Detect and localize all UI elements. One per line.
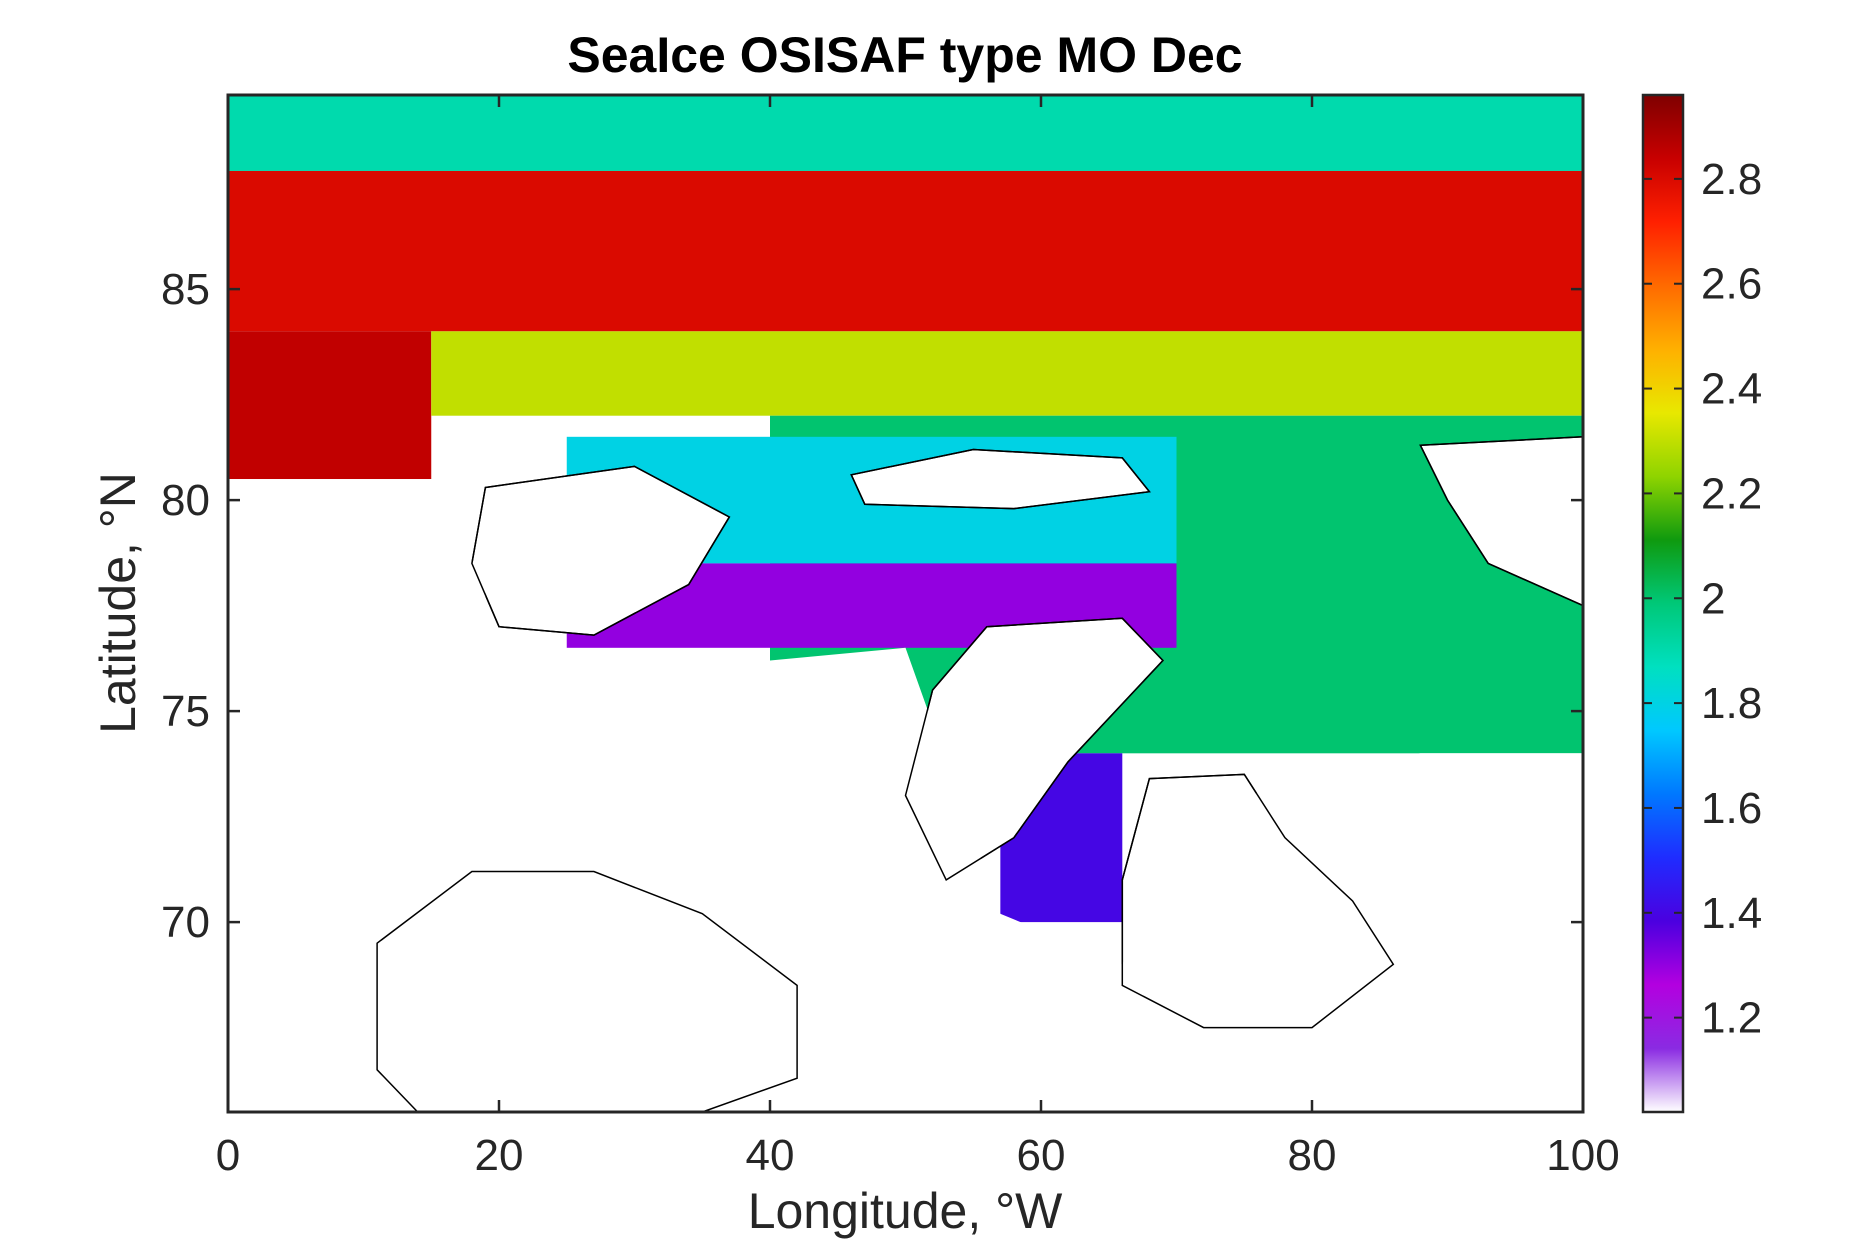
colorbar-tick-label: 1.4 <box>1701 889 1762 938</box>
ice-region-2 <box>228 331 432 480</box>
x-tick-label: 0 <box>216 1131 240 1180</box>
ice-region-3 <box>431 331 1583 416</box>
colorbar-tick-label: 2.2 <box>1701 469 1762 518</box>
x-tick-label: 100 <box>1546 1131 1619 1180</box>
coast-outline-3 <box>1121 773 1395 1029</box>
coast-outline-1 <box>850 448 1151 510</box>
coastline <box>228 436 1583 1112</box>
coast-outline-2 <box>904 617 1164 881</box>
y-axis-label: Latitude, °N <box>90 472 146 734</box>
ice-region-0 <box>228 95 1583 171</box>
colorbar-tick-label: 2 <box>1701 574 1725 623</box>
colorbar-tick-label: 1.8 <box>1701 679 1762 728</box>
colorbar-tick-label: 2.6 <box>1701 260 1762 309</box>
x-axis-label: Longitude, °W <box>748 1183 1063 1239</box>
y-tick-label: 80 <box>161 476 210 525</box>
x-tick-label: 80 <box>1288 1131 1337 1180</box>
x-tick-label: 20 <box>475 1131 524 1180</box>
y-tick-label: 85 <box>161 265 210 314</box>
y-tick-label: 75 <box>161 687 210 736</box>
coast-outline-5 <box>376 870 798 1112</box>
y-axis: 70 75 80 85 <box>161 265 1583 947</box>
colorbar-gradient <box>1643 95 1683 1112</box>
colorbar-frame <box>1641 93 1685 1114</box>
ice-region-1 <box>228 170 1583 332</box>
y-tick-label: 70 <box>161 898 210 947</box>
open-water <box>228 542 1583 1112</box>
colorbar: 1.2 1.4 1.6 1.8 2 2.2 2.4 2.6 2.8 <box>1641 93 1762 1114</box>
coast-outline-0 <box>471 465 731 636</box>
colorbar-tick-label: 2.8 <box>1701 155 1762 204</box>
plot-frame <box>226 93 1585 1114</box>
colorbar-tick-label: 1.2 <box>1701 994 1762 1043</box>
x-tick-label: 40 <box>746 1131 795 1180</box>
coast-outline-4 <box>1419 436 1583 607</box>
x-axis: 0 20 40 60 80 100 <box>216 95 1620 1180</box>
colorbar-tick-label: 2.4 <box>1701 365 1762 414</box>
colorbar-tick-label: 1.6 <box>1701 784 1762 833</box>
x-tick-label: 60 <box>1017 1131 1066 1180</box>
chart-title: SeaIce OSISAF type MO Dec <box>567 27 1242 83</box>
